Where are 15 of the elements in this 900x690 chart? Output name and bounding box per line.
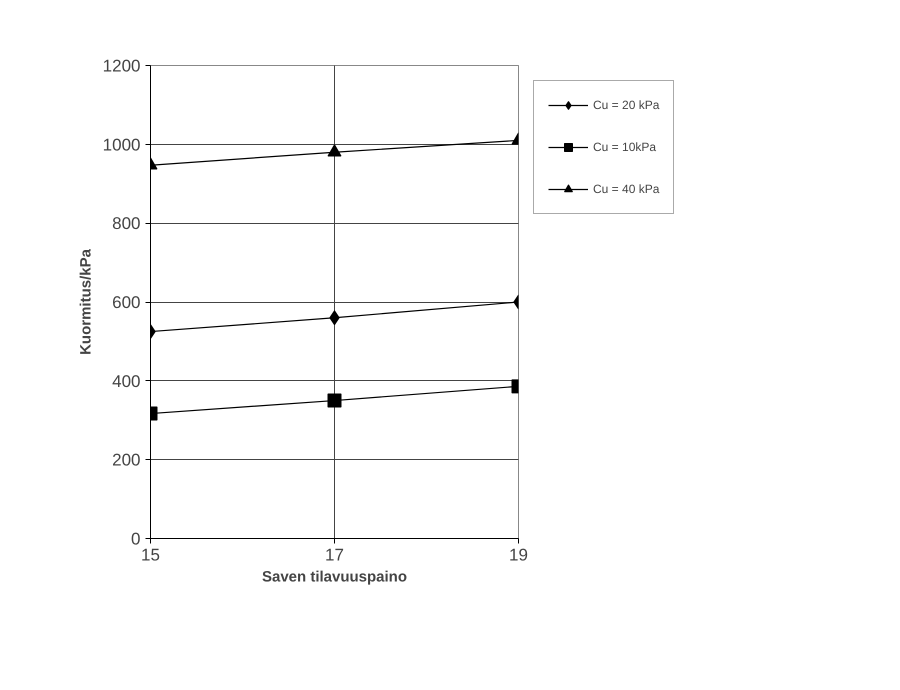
x-tick-label: 17 — [325, 546, 344, 564]
x-tick-label: 19 — [509, 546, 528, 564]
y-tick-label: 800 — [112, 214, 141, 234]
y-tick-label: 600 — [112, 293, 141, 312]
legend-label: Cu = 20 kPa — [593, 98, 660, 112]
legend-label: Cu = 40 kPa — [593, 182, 660, 196]
y-axis-title: Kuormitus/kPa — [78, 248, 95, 355]
y-tick-label: 0 — [131, 530, 141, 548]
x-axis-title: Saven tilavuuspaino — [262, 568, 408, 586]
y-tick-label: 1200 — [102, 56, 141, 76]
y-tick-label: 1000 — [102, 135, 141, 154]
legend-label: Cu = 10kPa — [593, 140, 656, 154]
x-tick-label: 15 — [141, 546, 160, 564]
y-tick-label: 200 — [112, 450, 141, 470]
y-tick-label: 400 — [112, 372, 141, 391]
